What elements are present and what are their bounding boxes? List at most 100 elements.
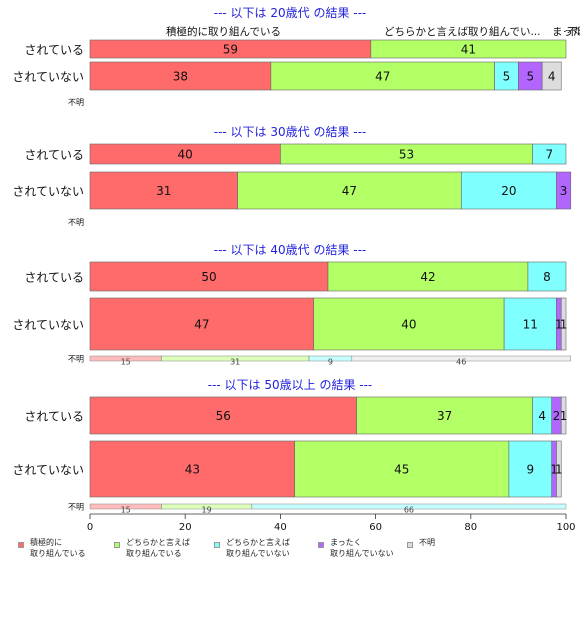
panel-4-row-label-2: されていない	[12, 463, 84, 477]
panel-4-row-1-value-4: 2	[553, 409, 561, 423]
legend-swatch-not-at-all	[318, 542, 324, 548]
panel-2-row-2-value-1: 31	[156, 184, 171, 198]
panel-4-row-2-value-1: 43	[185, 463, 200, 477]
panel-3-row-2-value-5: 1	[560, 318, 568, 332]
panel-2-row-2-value-3: 20	[501, 184, 516, 198]
panel-4-unknown-label: 不明	[68, 503, 84, 512]
panel-4-row-2-value-3: 9	[526, 463, 534, 477]
legend-item-somewhat-inactive: どちらかと言えば 取り組んでいない	[214, 537, 290, 559]
panel-2-row-2-value-4: 3	[560, 184, 568, 198]
x-tick-label-3: 40	[274, 522, 287, 530]
panel-2-row-1-value-1: 40	[178, 148, 193, 162]
panel-1-row-1-bar-2	[370, 39, 567, 59]
x-tick-label-1: 0	[87, 522, 93, 530]
panel-1-row-2-bar-5	[541, 61, 562, 91]
panel-3-row-2-bar-3	[503, 297, 557, 351]
panel-3-unknown-value-3: 9	[328, 358, 333, 367]
panel-2-row-1-bar-3	[532, 143, 567, 165]
panel-4-row-2-bar-2	[294, 440, 510, 498]
panel-3-row-label-2: されていない	[12, 318, 84, 332]
panel-3-unknown-value-1: 15	[121, 358, 131, 367]
chart-legend: 積極的に 取り組んでいる どちらかと言えば 取り組んでいる どちらかと言えば 取…	[18, 537, 578, 567]
panel-4-title: --- 以下は 50歳以上 の結果 ---	[208, 378, 373, 392]
x-tick-label-2: 20	[179, 522, 192, 530]
panel-3-row-1-value-3: 8	[543, 270, 551, 284]
panel-3-row-1-bar-2	[327, 261, 529, 292]
panel-1-row-1-value-2: 41	[461, 43, 476, 57]
panel-4-row-1-value-5: 1	[560, 409, 568, 423]
legend-swatch-somewhat-inactive	[214, 542, 220, 548]
panel-2-row-label-1: されている	[24, 148, 84, 162]
panel-4-row-2-bar-3	[508, 440, 553, 498]
panel-3-row-1-value-1: 50	[201, 270, 216, 284]
panel-3-row-label-1: されている	[24, 271, 84, 285]
legend-label-somewhat-active: どちらかと言えば 取り組んでいる	[126, 538, 190, 558]
panel-2-row-1-value-3: 7	[546, 148, 554, 162]
panel-1-title: --- 以下は 20歳代 の結果 ---	[214, 6, 367, 20]
panel-4-row-1-value-1: 56	[216, 409, 231, 423]
panel-1-row-2-value-1: 38	[173, 70, 188, 84]
x-tick-label-4: 60	[369, 522, 382, 530]
panel-4-row-1-bar-5	[560, 396, 567, 435]
panel-3-row-2-value-1: 47	[194, 318, 209, 332]
panel-4-row-1-value-3: 4	[538, 409, 546, 423]
panel-4-row-2-bar-1	[89, 440, 295, 498]
panel-3-row-2-bar-1	[89, 297, 315, 351]
legend-label-unknown: 不明	[419, 538, 435, 547]
panel-1-row-2-value-4: 5	[526, 70, 534, 84]
panel-3-row-1-bar-1	[89, 261, 329, 292]
stacked-bar-chart: --- 以下は 20歳代 の結果 --- 積極的に取り組んでいる どちらかと言えば取…	[12, 6, 580, 530]
panel-1-unknown-label: 不明	[68, 98, 84, 107]
panel-3-unknown-value-5: 46	[456, 358, 466, 367]
panel-2-title: --- 以下は 30歳代 の結果 ---	[214, 125, 367, 139]
panel-4-unknown-value-3: 66	[404, 506, 414, 515]
panel-2-row-label-2: されていない	[12, 185, 84, 199]
legend-swatch-unknown	[407, 542, 413, 548]
panel-2-row-2-bar-2	[237, 171, 462, 210]
panel-3-row-2-value-2: 40	[401, 318, 416, 332]
panel-1-row-2-value-2: 47	[375, 70, 390, 84]
panel-1-row-2-bar-2	[270, 61, 495, 91]
panel-2-row-2-value-2: 47	[342, 184, 357, 198]
legend-swatch-somewhat-active	[114, 542, 120, 548]
legend-swatch-active	[18, 542, 24, 548]
legend-label-active: 積極的に 取り組んでいる	[30, 538, 86, 558]
panel-3-title: --- 以下は 40歳代 の結果 ---	[214, 243, 367, 257]
panel-4-row-2-value-4: 1	[550, 463, 558, 477]
panel-3-row-1-bar-3	[527, 261, 567, 292]
legend-item-unknown: 不明	[407, 537, 435, 548]
panel-1-top-label-4: 不明	[567, 26, 580, 38]
panel-1-row-label-1: されている	[24, 43, 84, 57]
panel-3-row-2-value-4: 1	[555, 318, 563, 332]
panel-4-row-1-bar-2	[356, 396, 533, 435]
panel-2-row-1-value-2: 53	[399, 148, 414, 162]
panel-3-row-2-bar-2	[313, 297, 505, 351]
x-tick-label-5: 80	[464, 522, 477, 530]
panel-4-row-1-value-2: 37	[437, 409, 452, 423]
panel-1-row-label-2: されていない	[12, 70, 84, 84]
panel-3-row-2-bar-5	[560, 297, 567, 351]
panel-2-unknown-label: 不明	[68, 218, 84, 227]
panel-1-row-2-value-3: 5	[503, 70, 511, 84]
panel-4-row-2-value-5: 1	[555, 463, 563, 477]
panel-4-row-2-bar-5	[556, 440, 562, 498]
panel-1-top-label-1: 積極的に取り組んでいる	[166, 25, 281, 38]
legend-item-active: 積極的に 取り組んでいる	[18, 537, 86, 559]
x-tick-label-6: 100	[556, 522, 575, 530]
panel-1-top-label-3: まった...	[552, 26, 580, 38]
panel-2-row-2-bar-4	[556, 171, 572, 210]
legend-item-somewhat-active: どちらかと言えば 取り組んでいる	[114, 537, 190, 559]
panel-3-unknown-label: 不明	[68, 355, 84, 364]
panel-4-unknown-bar-3	[251, 503, 567, 510]
panel-1-row-1-value-1: 59	[223, 43, 238, 57]
panel-4-row-2-value-2: 45	[394, 463, 409, 477]
panel-1-top-label-2: どちらかと言えば取り組んでい...	[384, 25, 541, 38]
panel-2-row-2-bar-3	[460, 171, 557, 210]
panel-3-unknown-value-2: 31	[230, 358, 240, 367]
legend-label-not-at-all: まったく 取り組んでいない	[330, 538, 394, 558]
panel-4-row-1-bar-1	[89, 396, 357, 435]
legend-label-somewhat-inactive: どちらかと言えば 取り組んでいない	[226, 538, 290, 558]
legend-item-not-at-all: まったく 取り組んでいない	[318, 537, 394, 559]
panel-3-row-2-value-3: 11	[523, 318, 538, 332]
panel-1-row-2-value-5: 4	[548, 70, 556, 84]
